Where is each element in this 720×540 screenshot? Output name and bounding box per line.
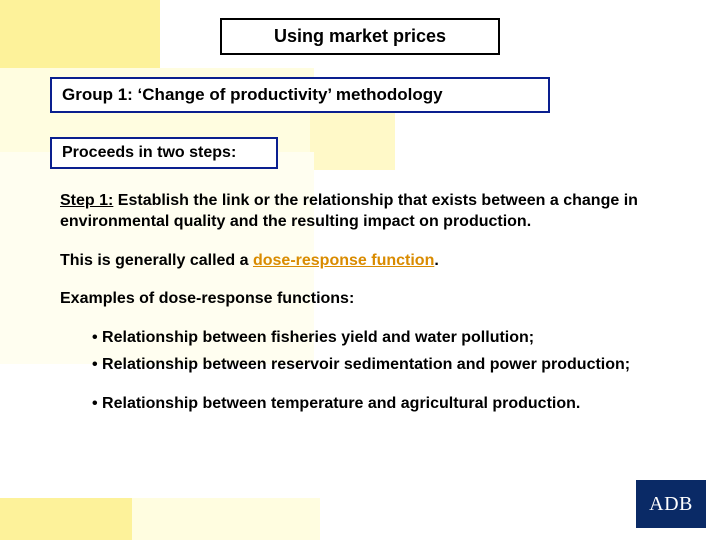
examples-label: Examples of dose-response functions: (60, 289, 660, 310)
bullet-item: • Relationship between reservoir sedimen… (92, 355, 660, 376)
adb-logo: ADB (636, 480, 706, 528)
bg-block (0, 498, 134, 540)
group-heading-box: Group 1: ‘Change of productivity’ method… (50, 77, 550, 113)
bullet-item: • Relationship between temperature and a… (92, 394, 660, 415)
step1-prefix: Step 1: (60, 192, 113, 209)
title-box: Using market prices (220, 18, 500, 55)
dose-post: . (434, 252, 438, 269)
bg-block (132, 498, 320, 540)
step1-body: Establish the link or the relationship t… (60, 192, 638, 230)
dose-term: dose-response function (253, 252, 434, 269)
step1-paragraph: Step 1: Establish the link or the relati… (60, 191, 660, 233)
adb-logo-text: ADB (649, 493, 693, 516)
bullet-list: • Relationship between fisheries yield a… (92, 328, 660, 414)
steps-label-box: Proceeds in two steps: (50, 137, 278, 169)
dose-response-line: This is generally called a dose-response… (60, 251, 660, 272)
dose-pre: This is generally called a (60, 252, 253, 269)
bullet-item: • Relationship between fisheries yield a… (92, 328, 660, 349)
